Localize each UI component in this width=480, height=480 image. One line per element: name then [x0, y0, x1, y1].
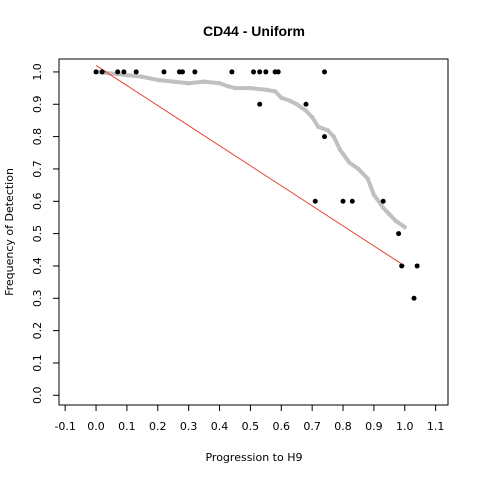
y-tick-label: 0.9: [31, 96, 44, 114]
data-point: [263, 69, 269, 75]
fit-line: [95, 65, 406, 267]
x-tick-label: 1.0: [396, 420, 414, 433]
x-tick-label: 1.1: [427, 420, 445, 433]
data-point: [322, 69, 328, 75]
fit-line-series: [95, 65, 406, 267]
y-tick-label: 0.8: [31, 128, 44, 146]
data-point: [396, 231, 402, 237]
trend-segment: [248, 86, 268, 92]
data-point: [161, 69, 167, 75]
y-tick-label: 0.6: [31, 193, 44, 211]
y-axis-label: Frequency of Detection: [3, 168, 16, 296]
trend-segment: [393, 218, 407, 230]
x-tick-label: 0.7: [303, 420, 321, 433]
data-point: [192, 69, 198, 75]
data-point: [93, 69, 99, 75]
trend-segment: [371, 192, 386, 210]
trend-segment: [186, 79, 207, 86]
data-point: [349, 198, 355, 204]
trend-segment: [337, 147, 352, 165]
trend-segment: [124, 73, 145, 79]
plot-frame: [58, 58, 449, 406]
data-point: [179, 69, 185, 75]
data-point: [322, 134, 328, 140]
data-point: [414, 263, 420, 269]
data-point: [411, 295, 417, 301]
y-tick-label: 0.7: [31, 160, 44, 178]
data-point: [257, 69, 263, 75]
x-axis-label: Progression to H9: [205, 451, 302, 464]
y-tick-label: 0.0: [31, 387, 44, 405]
y-tick-label: 1.0: [31, 63, 44, 81]
data-point: [399, 263, 405, 269]
x-tick-label: 0.3: [180, 420, 198, 433]
data-point: [251, 69, 256, 75]
data-point: [380, 198, 386, 204]
trend-segment: [140, 74, 160, 83]
y-tick-label: 0.3: [31, 290, 44, 308]
data-point: [275, 69, 281, 75]
point-series: [93, 69, 420, 301]
chart-title: CD44 - Uniform: [203, 23, 305, 39]
x-tick-label: 0.0: [87, 420, 105, 433]
data-point: [229, 69, 235, 75]
trend-segment: [331, 134, 342, 152]
y-tick-label: 0.2: [31, 322, 44, 340]
data-point: [115, 69, 121, 75]
x-tick-label: 0.5: [242, 420, 260, 433]
y-axis: 0.0 0.1 0.2 0.3 0.4 0.5 0.6 0.7 0.8 0.9 1.0: [31, 63, 59, 404]
data-point: [312, 198, 318, 204]
x-tick-label: 0.4: [211, 420, 229, 433]
data-point: [340, 198, 346, 204]
x-tick-label: 0.1: [118, 420, 136, 433]
x-axis: -0.1 0.0 0.1 0.2 0.3 0.4 0.5 0.6 0.7 0.8 0.9 1.0 1.1: [54, 405, 444, 433]
data-point: [99, 69, 105, 75]
data-point: [257, 101, 263, 107]
trend-segment: [365, 176, 376, 197]
data-point: [133, 69, 139, 75]
trend-series: [93, 69, 407, 230]
y-tick-label: 0.4: [31, 257, 44, 275]
y-tick-label: 0.5: [31, 225, 44, 243]
x-tick-label: 0.8: [334, 420, 352, 433]
x-tick-label: -0.1: [54, 420, 75, 433]
trend-segment: [356, 166, 370, 181]
x-tick-label: 0.6: [273, 420, 291, 433]
x-tick-label: 0.9: [365, 420, 383, 433]
x-tick-label: 0.2: [149, 420, 167, 433]
y-tick-label: 0.1: [31, 354, 44, 372]
trend-segment: [155, 78, 176, 84]
data-point: [303, 101, 309, 107]
trend-segment: [171, 79, 191, 86]
trend-segment: [109, 71, 129, 78]
trend-segment: [202, 79, 222, 86]
data-point: [121, 69, 127, 75]
